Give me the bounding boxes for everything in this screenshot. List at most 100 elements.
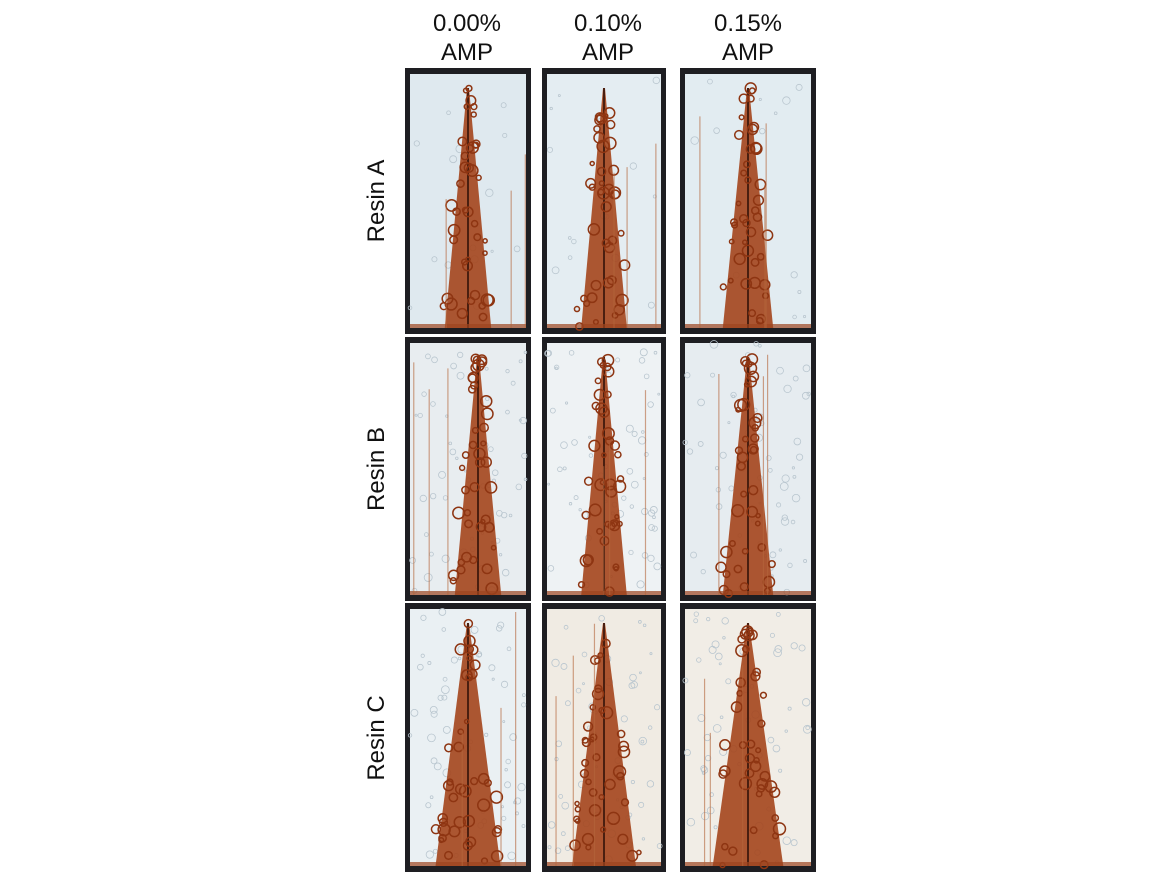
- rust-blister: [756, 252, 765, 261]
- surface-bubble: [561, 801, 570, 810]
- rust-blister: [607, 235, 618, 246]
- rust-blister: [722, 570, 731, 579]
- surface-bubble: [626, 468, 634, 475]
- surface-bubble: [509, 733, 518, 741]
- rust-blister: [617, 833, 629, 845]
- rust-blister: [611, 311, 619, 319]
- surface-bubble: [775, 612, 781, 617]
- rust-blister: [735, 406, 742, 413]
- column-header: 0.00%: [433, 10, 501, 37]
- surface-bubble: [713, 825, 718, 830]
- rust-blister: [604, 778, 616, 791]
- rust-blister: [463, 634, 476, 648]
- surface-bubble: [557, 94, 561, 97]
- surface-bubble: [449, 155, 458, 164]
- rust-blister: [755, 747, 762, 754]
- column-header: AMP: [582, 39, 634, 66]
- surface-bubble: [707, 78, 713, 85]
- surface-bubble: [431, 256, 438, 263]
- rust-blister: [616, 475, 625, 483]
- rust-blister: [741, 359, 750, 368]
- rust-blister: [761, 292, 770, 300]
- surface-bubble: [629, 673, 637, 682]
- surface-bubble: [790, 839, 798, 847]
- surface-bubble: [515, 483, 523, 491]
- surface-bubble: [560, 831, 566, 837]
- surface-bubble: [477, 652, 482, 658]
- rust-blister: [478, 312, 488, 322]
- rust-blister: [729, 218, 739, 227]
- rust-blister: [752, 667, 762, 677]
- rust-blister: [731, 504, 745, 518]
- surface-bubble: [551, 266, 560, 275]
- surface-bubble: [425, 802, 432, 809]
- rust-blister: [595, 113, 608, 125]
- surface-bubble: [802, 724, 812, 734]
- rust-blister: [480, 407, 494, 421]
- sample-photo: [680, 603, 816, 872]
- surface-bubble: [653, 562, 662, 571]
- rust-blister: [474, 457, 486, 468]
- surface-bubble: [641, 837, 646, 841]
- surface-bubble: [795, 83, 803, 91]
- rust-blister: [482, 238, 488, 244]
- surface-bubble: [690, 551, 697, 559]
- rust-blister: [753, 756, 760, 764]
- surface-bubble: [485, 188, 494, 198]
- surface-bubble: [430, 710, 438, 718]
- surface-bubble: [407, 305, 413, 311]
- rust-blister: [750, 142, 763, 156]
- surface-bubble: [565, 401, 569, 405]
- rust-blister: [601, 638, 611, 649]
- surface-bubble: [495, 625, 503, 632]
- surface-bubble: [776, 366, 784, 375]
- surface-bubble: [568, 502, 573, 506]
- rust-blister: [574, 800, 580, 807]
- rust-blister: [587, 223, 601, 236]
- surface-bubble: [652, 76, 660, 85]
- surface-bubble: [784, 729, 788, 733]
- rust-blister: [741, 435, 749, 443]
- surface-bubble: [549, 106, 553, 111]
- sample-photo: [405, 337, 531, 601]
- surface-bubble: [638, 801, 645, 808]
- surface-bubble: [448, 441, 453, 446]
- surface-bubble: [802, 314, 807, 319]
- surface-bubble: [598, 615, 605, 622]
- rust-blister: [590, 279, 602, 291]
- surface-bubble: [647, 401, 654, 408]
- rust-blister: [747, 443, 759, 455]
- surface-bubble: [647, 725, 653, 730]
- rust-blister: [718, 769, 728, 779]
- surface-bubble: [621, 495, 627, 501]
- surface-bubble: [521, 452, 528, 459]
- surface-bubble: [758, 97, 762, 102]
- rust-blister: [735, 643, 749, 658]
- rust-blister: [741, 239, 748, 246]
- rust-blister: [461, 669, 473, 681]
- surface-bubble: [654, 704, 661, 711]
- rust-blister: [618, 740, 630, 752]
- rust-blister: [750, 671, 761, 682]
- surface-bubble: [802, 698, 811, 707]
- rust-blister: [600, 706, 614, 720]
- surface-bubble: [567, 236, 572, 240]
- surface-bubble: [484, 732, 489, 737]
- edge-rust: [410, 862, 526, 866]
- surface-bubble: [508, 513, 513, 518]
- surface-bubble: [491, 677, 495, 681]
- surface-bubble: [470, 626, 479, 634]
- rust-blister: [715, 561, 727, 574]
- surface-bubble: [582, 682, 585, 686]
- surface-bubble: [769, 551, 777, 559]
- surface-bubble: [409, 557, 416, 564]
- sample-photo: [542, 337, 666, 601]
- surface-bubble: [718, 662, 722, 666]
- rust-blister: [759, 691, 768, 699]
- surface-bubble: [719, 747, 728, 756]
- surface-bubble: [407, 733, 413, 738]
- rust-blister: [471, 426, 479, 434]
- surface-bubble: [496, 509, 503, 517]
- surface-bubble: [722, 636, 726, 640]
- rust-blister: [579, 768, 590, 779]
